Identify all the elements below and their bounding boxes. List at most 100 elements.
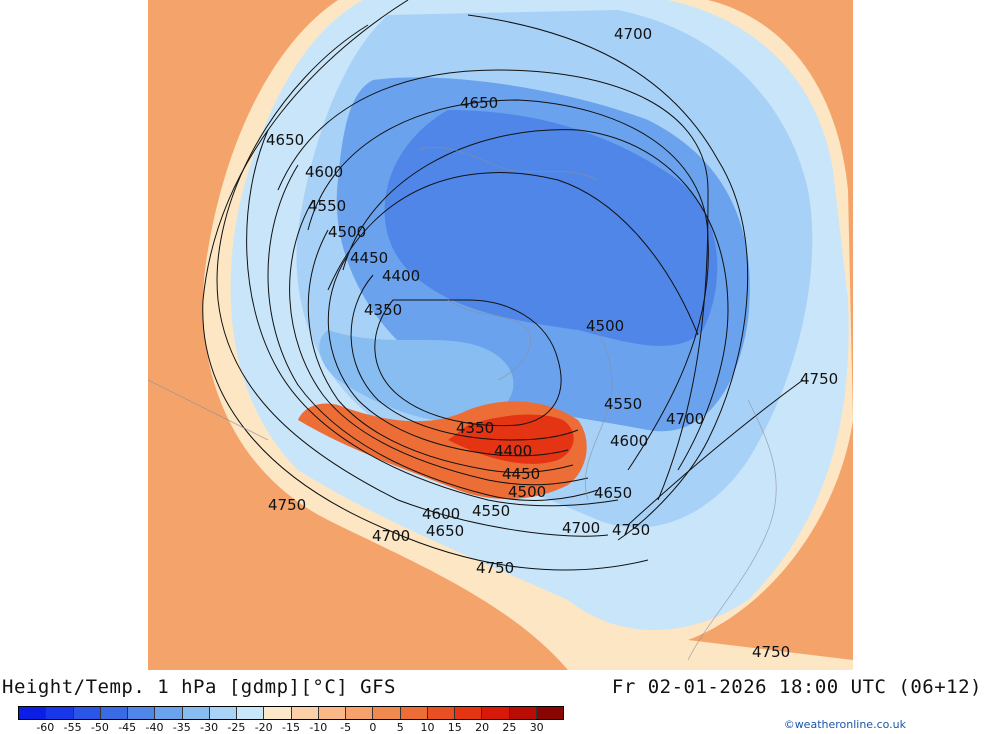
contour-label: 4600 (610, 432, 648, 450)
coastline-europe (584, 319, 613, 501)
contour-label: 4550 (472, 502, 510, 520)
coastline-asia (687, 399, 777, 661)
contour-4600-north (307, 99, 709, 471)
contour-4350 (374, 299, 562, 427)
contour-label: 4350 (364, 301, 402, 319)
contour-4700 (216, 24, 609, 537)
credit-link[interactable]: ©weatheronline.co.uk (783, 718, 906, 731)
colorbar-ticks: -60 -55 -50 -45 -40 -35 -30 -25 -20 -15 -10 -5 0 5 10 1… (18, 722, 564, 734)
contour-4500 (307, 229, 574, 473)
colorbar-swatch (400, 707, 428, 719)
contour-4750-east (627, 379, 804, 526)
colorbar-swatch (373, 707, 401, 719)
contour-label: 4500 (586, 317, 624, 335)
contour-4700-north (467, 14, 749, 541)
contour-label: 4650 (266, 131, 304, 149)
contour-label: 4550 (308, 197, 346, 215)
coastlines (148, 146, 777, 661)
colorbar-tick-label: -15 (282, 721, 300, 734)
colorbar-swatch (19, 707, 47, 719)
contour-4550-north (342, 129, 729, 471)
cold-patch-center (319, 330, 514, 422)
colorbar-swatch (291, 707, 319, 719)
colorbar-tick-label: -5 (340, 721, 352, 734)
colorbar-tick-label: -25 (227, 721, 246, 734)
contour-4450 (327, 254, 569, 457)
colorbar-swatch (427, 707, 455, 719)
colorbar-swatch (46, 707, 74, 719)
cold-shading-core (384, 110, 718, 346)
contour-label: 4650 (460, 94, 498, 112)
colorbar-tick-label: 15 (447, 721, 462, 734)
colorbar-swatch (237, 707, 265, 719)
contour-label: 4750 (800, 370, 838, 388)
map-title: Height/Temp. 1 hPa [gdmp][°C] GFS (2, 676, 396, 698)
colorbar-swatch (455, 707, 483, 719)
colorbar-tick-label: -20 (254, 721, 273, 734)
contour-label: 4650 (594, 484, 632, 502)
contour-label: 4700 (372, 527, 410, 545)
colorbar-swatch (318, 707, 346, 719)
colorbar-swatch (482, 707, 510, 719)
contour-label: 4600 (305, 163, 343, 181)
colorbar-tick-label: -40 (145, 721, 164, 734)
colorbar-tick-label: -30 (200, 721, 219, 734)
colorbar-swatch (509, 707, 537, 719)
colorbar-swatch (536, 707, 563, 719)
colorbar-swatch (182, 707, 210, 719)
coastline-america (148, 379, 269, 441)
contour-4400 (350, 274, 579, 441)
contour-label: 4750 (612, 521, 650, 539)
map-canvas: 4700 4650 4650 4600 4550 4500 4450 4400 … (148, 0, 853, 670)
contour-4600 (267, 164, 599, 501)
colorbar-tick-label: 30 (529, 721, 544, 734)
colorbar-swatch (155, 707, 183, 719)
contour-labels: 4700 4650 4650 4600 4550 4500 4450 4400 … (266, 25, 838, 661)
valid-time: Fr 02-01-2026 18:00 UTC (06+12) (611, 676, 982, 698)
height-contours (202, 0, 804, 571)
colorbar-swatch (264, 707, 292, 719)
colorbar-swatch (128, 707, 156, 719)
contour-4650-north (277, 69, 709, 501)
temperature-colorbar (18, 706, 564, 720)
contour-label: 4400 (494, 442, 532, 460)
colorbar-tick-label: 10 (420, 721, 435, 734)
contour-4500-north (327, 172, 699, 336)
contour-label: 4750 (752, 643, 790, 661)
colorbar-tick-label: -50 (90, 721, 109, 734)
colorbar-tick-label: -10 (309, 721, 328, 734)
contour-label: 4700 (666, 410, 704, 428)
colorbar-tick-label: -60 (36, 721, 55, 734)
contour-label: 4450 (350, 249, 388, 267)
contour-label: 4700 (614, 25, 652, 43)
contour-label: 4650 (426, 522, 464, 540)
colorbar-tick-label: -45 (118, 721, 137, 734)
colorbar-tick-label: 0 (369, 721, 377, 734)
contour-4650 (246, 129, 619, 507)
contour-label: 4600 (422, 505, 460, 523)
contour-label: 4550 (604, 395, 642, 413)
contour-label: 4350 (456, 419, 494, 437)
colorbar-swatch (209, 707, 237, 719)
weather-map: 4700 4650 4650 4600 4550 4500 4450 4400 … (148, 0, 853, 670)
contour-label: 4450 (502, 465, 540, 483)
colorbar-tick-label: 25 (502, 721, 517, 734)
contour-label: 4400 (382, 267, 420, 285)
contour-label: 4700 (562, 519, 600, 537)
colorbar-tick-label: -35 (172, 721, 191, 734)
colorbar-tick-label: -55 (63, 721, 82, 734)
coastline-arctic (417, 146, 599, 181)
warm-shading-max (448, 414, 574, 464)
contour-label: 4750 (476, 559, 514, 577)
contour-label: 4750 (268, 496, 306, 514)
colorbar-swatch (346, 707, 374, 719)
coastline-greenland (447, 299, 531, 381)
colorbar-tick-label: 5 (396, 721, 404, 734)
contour-4700-outer (202, 0, 649, 571)
contour-label: 4500 (508, 483, 546, 501)
contour-label: 4500 (328, 223, 366, 241)
contour-4550 (289, 199, 589, 486)
colorbar-tick-label: 20 (475, 721, 490, 734)
colorbar-swatch (100, 707, 128, 719)
colorbar-swatch (73, 707, 101, 719)
